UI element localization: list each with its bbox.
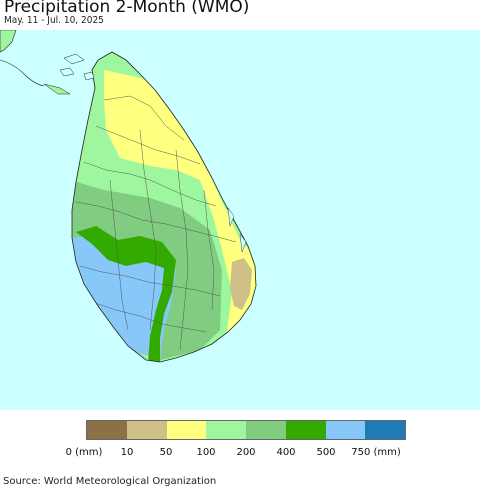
- legend-swatch: [285, 421, 326, 439]
- legend-swatch: [126, 421, 167, 439]
- map-title: Precipitation 2-Month (WMO): [4, 0, 250, 17]
- legend-label: 10: [120, 447, 134, 458]
- jaffna-islets: [59, 53, 95, 81]
- india-coast: [0, 30, 17, 53]
- precip-zones: [72, 52, 256, 362]
- legend-label: 750 (mm): [351, 447, 401, 458]
- district-boundaries: [75, 95, 237, 351]
- map-canvas: [0, 30, 257, 363]
- legend-swatch: [246, 421, 286, 439]
- legend-swatch: [87, 421, 127, 439]
- precipitation-map: [0, 30, 480, 410]
- source-credit: Source: World Meteorological Organizatio…: [3, 476, 217, 487]
- sri-lanka-coastline: [71, 51, 257, 363]
- legend-swatch: [365, 421, 405, 439]
- legend-label: 50: [159, 447, 173, 458]
- legend-label: 500: [316, 447, 336, 458]
- legend-label: 200: [236, 447, 256, 458]
- mannar-island: [43, 83, 71, 95]
- map-subtitle: May. 11 - Jul. 10, 2025: [4, 15, 104, 26]
- legend-swatch: [206, 421, 246, 439]
- legend: 0 (mm) 10 50 100 200 400 500 750 (mm): [0, 420, 480, 470]
- legend-swatch: [166, 421, 207, 439]
- legend-swatch: [325, 421, 366, 439]
- legend-color-bar: [86, 420, 406, 440]
- legend-label: 100: [196, 447, 216, 458]
- legend-label: 400: [276, 447, 296, 458]
- legend-label: 0 (mm): [65, 447, 103, 458]
- palk-strait-coast: [0, 59, 45, 87]
- east-lagoons: [227, 207, 247, 253]
